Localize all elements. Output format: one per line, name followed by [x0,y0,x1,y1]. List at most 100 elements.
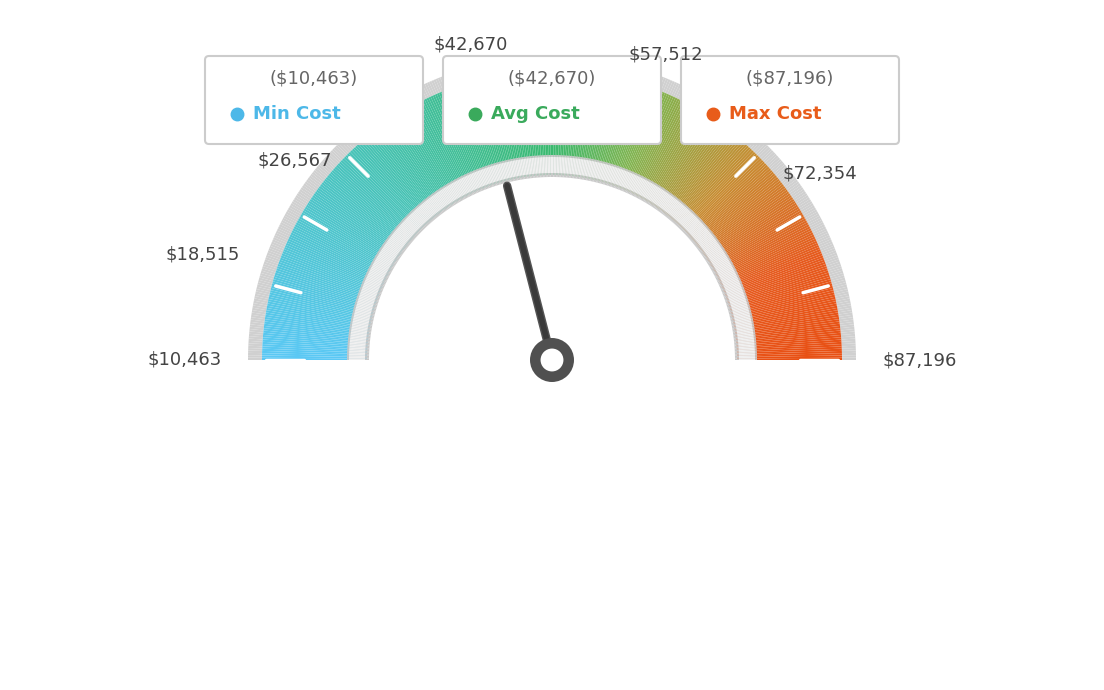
Wedge shape [371,268,385,277]
Wedge shape [556,157,559,173]
Wedge shape [405,92,414,106]
Wedge shape [351,328,368,332]
Wedge shape [702,242,721,256]
Wedge shape [381,107,391,120]
Wedge shape [404,217,421,234]
Wedge shape [736,348,842,354]
Wedge shape [551,155,552,177]
Wedge shape [715,267,735,278]
Wedge shape [348,336,370,340]
Wedge shape [383,106,393,119]
Wedge shape [637,70,644,83]
Wedge shape [465,68,471,82]
Wedge shape [543,70,548,175]
Wedge shape [370,269,384,278]
Wedge shape [841,346,856,348]
Wedge shape [383,246,397,256]
Wedge shape [539,155,542,177]
Wedge shape [659,77,666,91]
Wedge shape [704,246,723,259]
Wedge shape [391,117,450,206]
Wedge shape [484,63,489,77]
Wedge shape [720,269,734,278]
Wedge shape [368,268,389,279]
Wedge shape [658,193,672,212]
Wedge shape [842,357,856,360]
Wedge shape [575,157,580,179]
Wedge shape [815,230,828,239]
Wedge shape [713,258,729,267]
Wedge shape [407,217,420,229]
Wedge shape [570,57,573,70]
Wedge shape [669,201,680,215]
Wedge shape [318,164,330,175]
Wedge shape [279,224,293,233]
Wedge shape [671,204,682,217]
Wedge shape [712,215,804,268]
Wedge shape [691,224,704,237]
Wedge shape [714,220,807,272]
Wedge shape [478,168,487,189]
Wedge shape [745,134,756,146]
Wedge shape [508,161,512,177]
Wedge shape [681,215,698,232]
Wedge shape [439,190,449,204]
Wedge shape [803,207,816,217]
Wedge shape [733,297,836,321]
Wedge shape [582,57,585,72]
Wedge shape [443,186,455,206]
Wedge shape [840,324,854,328]
Wedge shape [595,161,602,182]
Wedge shape [470,174,478,189]
Wedge shape [382,245,401,258]
Wedge shape [618,170,625,186]
Wedge shape [354,304,375,312]
Wedge shape [264,326,369,339]
Wedge shape [542,56,545,70]
Wedge shape [272,241,285,249]
Wedge shape [349,349,365,351]
Wedge shape [358,124,369,137]
Wedge shape [352,324,368,328]
Wedge shape [736,344,841,351]
Wedge shape [774,164,786,175]
Wedge shape [705,197,793,257]
Wedge shape [349,347,365,350]
Wedge shape [705,244,719,254]
Wedge shape [699,237,716,251]
Wedge shape [493,76,516,179]
Wedge shape [374,130,439,214]
Wedge shape [654,190,664,204]
Wedge shape [308,177,320,188]
Wedge shape [835,291,849,297]
Wedge shape [735,315,839,333]
Wedge shape [429,195,444,214]
Wedge shape [502,161,509,182]
Wedge shape [773,163,785,173]
Wedge shape [327,154,339,165]
Wedge shape [355,306,372,312]
Wedge shape [388,237,405,251]
Wedge shape [723,286,744,295]
Wedge shape [386,238,405,253]
Wedge shape [725,257,824,296]
Wedge shape [798,199,811,208]
Wedge shape [715,224,809,275]
Wedge shape [591,77,615,179]
Wedge shape [699,238,718,253]
Wedge shape [501,163,507,179]
Wedge shape [608,83,641,184]
Wedge shape [252,313,266,317]
Wedge shape [422,201,436,219]
Wedge shape [470,171,480,192]
Wedge shape [682,216,699,233]
Wedge shape [300,187,314,197]
Wedge shape [265,319,369,335]
Wedge shape [691,168,771,239]
Wedge shape [425,198,439,216]
Wedge shape [359,297,374,304]
Wedge shape [648,186,658,201]
Wedge shape [684,217,697,229]
Wedge shape [455,179,466,199]
Wedge shape [724,253,822,293]
